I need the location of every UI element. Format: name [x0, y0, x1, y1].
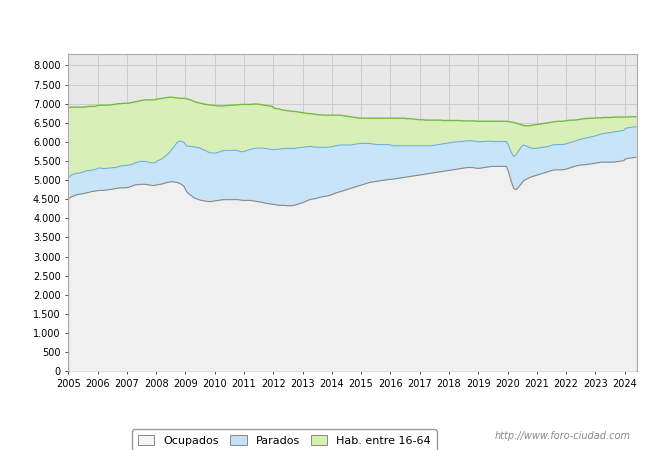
Text: http://www.foro-ciudad.com: http://www.foro-ciudad.com — [495, 431, 630, 441]
Legend: Ocupados, Parados, Hab. entre 16-64: Ocupados, Parados, Hab. entre 16-64 — [132, 429, 437, 450]
Text: Ripoll - Evolucion de la poblacion en edad de Trabajar Mayo de 2024: Ripoll - Evolucion de la poblacion en ed… — [96, 17, 554, 30]
